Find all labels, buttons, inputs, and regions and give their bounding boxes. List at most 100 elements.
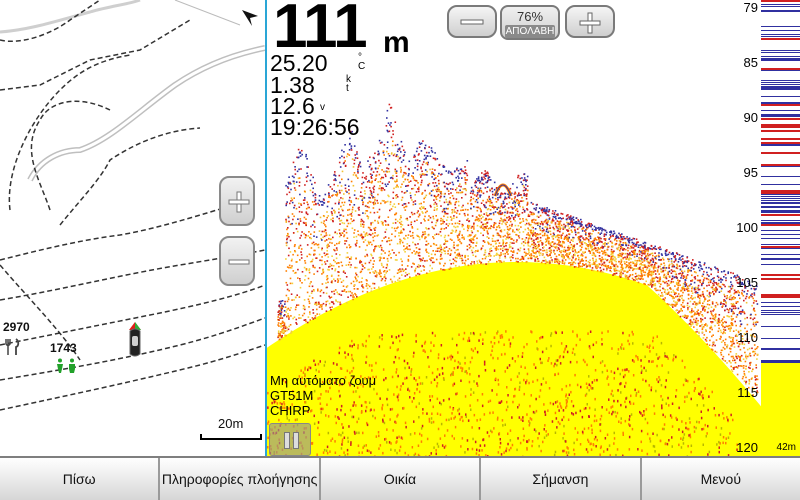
echo-speckle (293, 204, 296, 207)
echo-speckle (431, 176, 433, 178)
restroom-icon[interactable] (55, 358, 79, 374)
echo-speckle (695, 321, 698, 323)
echo-speckle (277, 318, 279, 321)
echo-speckle (322, 270, 325, 273)
echo-speckle (564, 235, 567, 238)
echo-speckle (515, 209, 517, 212)
echo-speckle (383, 270, 386, 272)
echo-speckle (362, 172, 364, 174)
seabed-speckle (650, 360, 653, 363)
echo-speckle (701, 268, 704, 270)
seabed-speckle (427, 356, 429, 359)
echo-speckle (516, 210, 519, 213)
echo-speckle (426, 163, 429, 166)
echo-speckle (348, 199, 350, 202)
seabed-speckle (416, 388, 418, 391)
echo-speckle (729, 348, 732, 350)
echo-speckle (337, 271, 339, 273)
echo-speckle (444, 252, 447, 255)
echo-speckle (741, 309, 744, 311)
seabed-speckle (360, 375, 362, 378)
boat-icon[interactable] (127, 322, 143, 358)
echo-speckle (689, 319, 692, 321)
chart-map-pane[interactable]: 2970 1743 20m (0, 0, 265, 456)
restaurant-icon[interactable] (5, 338, 21, 356)
seabed-speckle (415, 405, 418, 409)
map-zoom-in-button[interactable] (219, 176, 255, 226)
echo-speckle (589, 232, 591, 235)
seabed-speckle (645, 379, 647, 383)
echo-speckle (534, 256, 537, 258)
echo-speckle (531, 240, 533, 243)
echo-speckle (700, 311, 702, 313)
echo-speckle (647, 272, 649, 275)
seabed-speckle (420, 427, 423, 430)
seabed-speckle (599, 361, 602, 365)
echo-speckle (398, 221, 401, 224)
seabed-speckle (413, 454, 415, 456)
echo-speckle (556, 260, 558, 263)
echo-speckle (723, 284, 725, 286)
echo-speckle (468, 243, 471, 246)
echo-speckle (445, 201, 448, 203)
seabed-speckle (579, 443, 582, 446)
echo-speckle (480, 177, 483, 179)
echo-speckle (486, 208, 489, 211)
echo-speckle (285, 244, 288, 247)
echo-speckle (312, 241, 315, 244)
echo-speckle (285, 202, 288, 205)
echo-speckle (459, 183, 461, 185)
seabed-speckle (532, 410, 535, 414)
echo-speckle (479, 194, 482, 197)
map-zoom-out-button[interactable] (219, 236, 255, 286)
echo-speckle (660, 248, 662, 251)
echo-speckle (573, 221, 575, 224)
seabed-speckle (600, 414, 603, 418)
echo-speckle (600, 259, 603, 261)
seabed-speckle (318, 370, 320, 373)
echo-speckle (738, 294, 740, 296)
chart-map-canvas[interactable] (0, 0, 265, 456)
echo-speckle (671, 278, 673, 280)
echo-speckle (449, 254, 452, 256)
echo-speckle (511, 225, 513, 227)
echo-speckle (418, 153, 420, 155)
echo-speckle (578, 236, 580, 238)
seabed-speckle (336, 363, 338, 366)
echo-speckle (490, 250, 493, 252)
echo-speckle (373, 249, 375, 251)
echo-speckle (549, 242, 552, 244)
echo-speckle (652, 281, 654, 283)
echo-speckle (702, 294, 705, 297)
echo-speckle (463, 238, 465, 240)
seabed-speckle (386, 428, 388, 431)
echo-speckle (504, 252, 507, 255)
seabed-speckle (705, 435, 707, 438)
echo-speckle (472, 254, 474, 256)
seabed-speckle (450, 417, 452, 420)
echo-speckle (358, 209, 360, 211)
echo-speckle (434, 182, 437, 184)
echo-speckle (443, 264, 445, 267)
echo-speckle (595, 258, 597, 261)
seabed-speckle (436, 397, 439, 401)
echo-speckle (708, 266, 710, 269)
seabed-speckle (341, 443, 343, 446)
echo-speckle (629, 254, 632, 256)
echo-speckle (592, 257, 594, 260)
echo-speckle (537, 211, 540, 214)
echo-speckle (591, 254, 594, 256)
echo-speckle (333, 190, 335, 192)
echo-speckle (690, 295, 693, 297)
echo-speckle (598, 255, 601, 257)
echo-speckle (431, 168, 434, 170)
echo-speckle (676, 303, 678, 305)
seabed-speckle (341, 423, 343, 426)
seabed-speckle (556, 359, 559, 362)
seabed-speckle (408, 389, 411, 393)
echo-speckle (478, 191, 480, 193)
seabed-speckle (471, 356, 473, 360)
echo-speckle (417, 243, 419, 245)
echo-speckle (575, 233, 577, 236)
